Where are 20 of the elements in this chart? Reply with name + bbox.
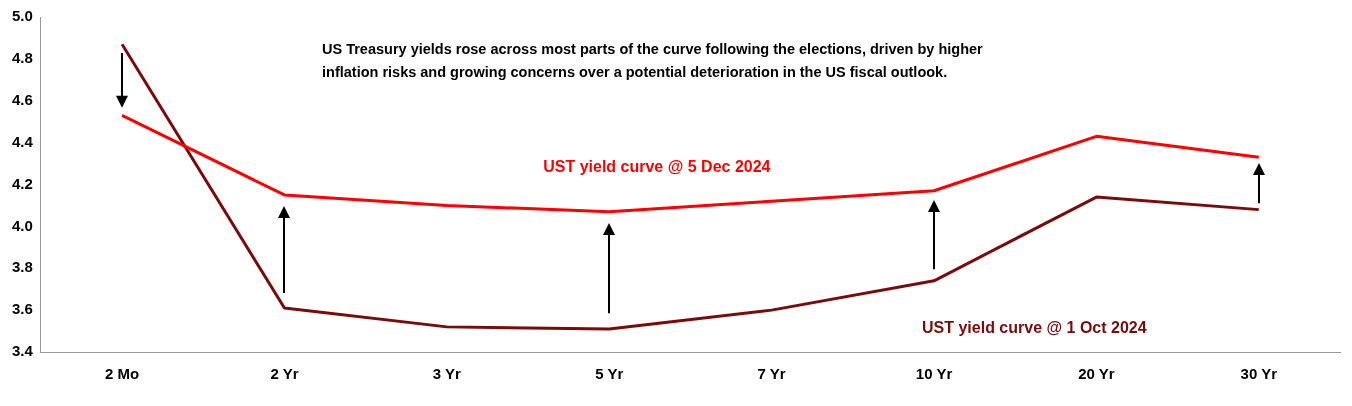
annotation: US Treasury yields rose across most parts of the curve following the elections, driven by higher inflation risks and growing concerns over a potential deterioration in the US fiscal outlook. — [322, 40, 984, 82]
y-tick-label: 4.6 — [11, 90, 33, 108]
y-tick-label: 4.4 — [11, 132, 34, 150]
y-tick-label: 4.8 — [11, 49, 33, 67]
x-tick-label: 2 Yr — [270, 365, 299, 383]
x-tick-label: 20 Yr — [1078, 365, 1115, 383]
y-tick-label: 3.6 — [11, 300, 33, 318]
y-tick-label: 5.0 — [11, 7, 33, 25]
x-tick-label: 10 Yr — [915, 365, 953, 383]
text: UST yield curve @ 1 Oct 2024 — [922, 318, 1147, 337]
x-tick-label: 7 Yr — [757, 365, 786, 383]
x-tick-label: 2 Mo — [104, 365, 140, 383]
y-tick-label: 4.0 — [11, 216, 33, 234]
series-label: UST yield curve @ 5 Dec 2024 — [543, 157, 771, 176]
x-tick-label: 5 Yr — [595, 365, 624, 383]
y-tick-label: 3.8 — [11, 258, 33, 276]
x-tick-label: 3 Yr — [432, 365, 462, 383]
x-tick-label: 30 Yr — [1240, 365, 1278, 383]
y-tick-label: 4.2 — [11, 174, 33, 192]
y-tick-label: 3.4 — [11, 342, 34, 360]
